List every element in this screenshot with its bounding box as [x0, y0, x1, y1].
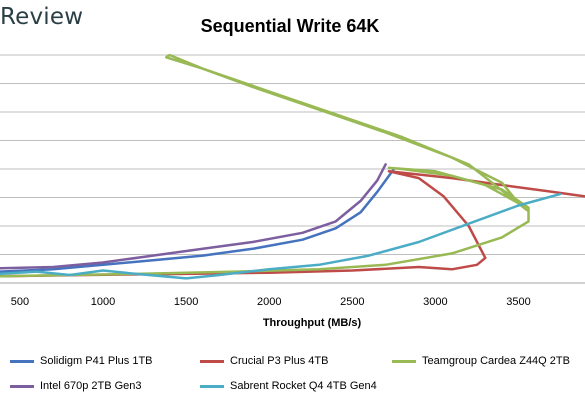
legend-label: Sabrent Rocket Q4 4TB Gen4	[230, 380, 377, 392]
chart-title: Sequential Write 64K	[200, 16, 380, 36]
x-tick-label: 1500	[174, 296, 198, 308]
legend-label: Intel 670p 2TB Gen3	[40, 380, 142, 392]
line-chart: 500 1000 1500 2000 2500 3000 3500 Throughput (…	[0, 53, 585, 329]
x-tick-label: 2000	[257, 296, 281, 308]
series-line-5	[0, 192, 562, 280]
legend-label: Crucial P3 Plus 4TB	[230, 355, 329, 367]
legend-label: Teamgroup Cardea Z44Q 2TB	[422, 355, 570, 367]
brand-logo: Review	[0, 4, 84, 30]
legend-swatch	[200, 359, 224, 363]
x-tick-label: 2500	[340, 296, 364, 308]
gridlines	[0, 54, 585, 284]
x-axis-label: Throughput (MB/s)	[263, 317, 362, 329]
series-line-3	[0, 53, 530, 278]
x-axis-ticks: 500 1000 1500 2000 2500 3000 3500	[11, 296, 531, 308]
legend-item: Solidigm P41 Plus 1TB	[10, 355, 153, 367]
series-lines	[0, 53, 585, 280]
legend-label: Solidigm P41 Plus 1TB	[40, 355, 153, 367]
series-line-1	[0, 167, 396, 273]
legend-item: Intel 670p 2TB Gen3	[10, 380, 142, 392]
legend-item: Sabrent Rocket Q4 4TB Gen4	[200, 380, 377, 392]
legend-swatch	[392, 359, 416, 363]
legend-swatch	[200, 384, 224, 388]
legend: Solidigm P41 Plus 1TB Crucial P3 Plus 4TB…	[0, 340, 585, 400]
legend-swatch	[10, 359, 34, 363]
legend-item: Teamgroup Cardea Z44Q 2TB	[392, 355, 570, 367]
series-line-4	[0, 163, 387, 270]
legend-item: Crucial P3 Plus 4TB	[200, 355, 328, 367]
x-tick-label: 3000	[423, 296, 447, 308]
x-tick-label: 500	[11, 296, 29, 308]
x-tick-label: 1000	[91, 296, 115, 308]
x-tick-label: 3500	[506, 296, 530, 308]
legend-swatch	[10, 384, 34, 388]
